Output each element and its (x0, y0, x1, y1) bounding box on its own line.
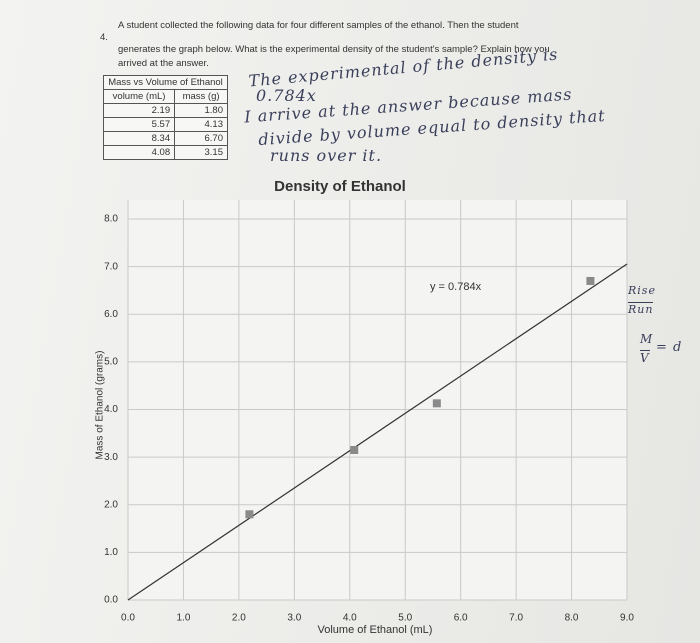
margin-note: M (640, 332, 654, 346)
y-tick-label: 8.0 (104, 214, 118, 225)
x-tick-label: 4.0 (343, 613, 357, 624)
data-table: Mass vs Volume of Ethanol volume (mL) mas… (102, 75, 228, 160)
trendline-label: y = 0.784x (430, 281, 482, 293)
margin-note: Rise (628, 284, 656, 297)
y-tick-label: 2.0 (104, 499, 118, 510)
x-tick-label: 3.0 (287, 613, 301, 624)
data-point (245, 510, 254, 519)
y-axis-label: Mass of Ethanol (grams) (95, 351, 106, 460)
question-line: A student collected the following data f… (118, 20, 519, 31)
x-tick-label: 8.0 (565, 613, 579, 624)
handwriting: runs over it. (270, 146, 383, 165)
trendline (127, 263, 628, 601)
question-line: arrived at the answer. (118, 58, 209, 69)
data-point (586, 276, 595, 285)
y-tick-label: 7.0 (104, 261, 118, 272)
x-axis-label: Volume of Ethanol (mL) (318, 624, 433, 636)
y-tick-label: 0.0 (104, 595, 118, 606)
margin-note: = d (656, 340, 683, 355)
x-tick-label: 5.0 (398, 613, 412, 624)
handwriting: 0.784x (256, 86, 317, 105)
x-tick-label: 2.0 (232, 613, 246, 624)
question-number: 4. (100, 32, 108, 43)
y-tick-label: 3.0 (104, 452, 118, 463)
data-point (350, 446, 359, 454)
cell: 4.08 (102, 145, 176, 160)
plot-area (128, 200, 627, 600)
x-tick-label: 1.0 (176, 613, 190, 624)
chart-title: Density of Ethanol (274, 178, 406, 195)
data-point (432, 399, 441, 408)
question-line: generates the graph below. What is the e… (118, 44, 550, 55)
x-tick-label: 6.0 (454, 613, 468, 624)
margin-note: V (640, 350, 650, 365)
y-tick-label: 5.0 (104, 357, 118, 368)
y-tick-label: 4.0 (104, 404, 118, 415)
y-tick-label: 1.0 (104, 547, 118, 558)
x-tick-label: 7.0 (509, 613, 523, 624)
y-tick-label: 6.0 (104, 309, 118, 320)
margin-note: Run (628, 302, 654, 316)
x-tick-label: 0.0 (121, 613, 135, 624)
cell: 3.15 (174, 145, 228, 160)
cell: 1.80 (174, 103, 228, 118)
x-tick-label: 9.0 (620, 613, 634, 624)
